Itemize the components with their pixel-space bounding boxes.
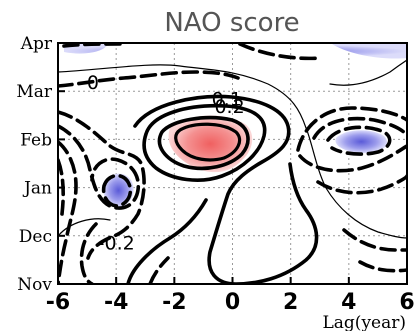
negative-contour-right-bottom	[342, 228, 407, 252]
chart-title: NAO score	[164, 8, 299, 38]
negative-contour-right-low	[298, 144, 407, 173]
x-axis: -6 -4 -2 0 2 4 6	[46, 277, 415, 315]
y-tick-label: Dec	[19, 227, 52, 247]
x-tick-label: -2	[162, 290, 186, 315]
negative-contour-top-right	[238, 43, 322, 61]
negative-contour-right-mid	[312, 116, 407, 140]
negative-contour-left-low	[79, 222, 98, 284]
x-tick-label: 4	[341, 290, 356, 315]
negative-contour-left-inner	[58, 140, 78, 284]
contour-label: -0.2	[98, 232, 135, 254]
negative-anomaly-region-feb	[335, 130, 388, 154]
y-tick-label: Mar	[16, 82, 53, 102]
negative-contour-right-lower	[316, 174, 407, 195]
x-tick-label: 2	[283, 290, 298, 315]
zero-contour-upper	[58, 64, 407, 239]
positive-contour-0.4	[174, 122, 242, 162]
contour-label: 0.1	[212, 89, 242, 111]
contour-label: 0	[87, 72, 99, 94]
positive-contour-0.2	[142, 103, 267, 182]
x-tick-label: -4	[104, 290, 128, 315]
x-axis-label: Lag(year)	[323, 313, 407, 331]
negative-contour-left-inner2	[58, 158, 65, 216]
negative-contour-top-left	[62, 43, 122, 48]
zero-contour-left	[58, 218, 111, 237]
y-tick-label: Feb	[20, 130, 52, 150]
negative-contour-left-mid	[58, 124, 141, 210]
negative-contour-bottom	[148, 256, 170, 284]
negative-contour-right-inner	[326, 125, 392, 156]
positive-contour-0.3	[157, 115, 250, 171]
x-tick-label: -6	[46, 290, 70, 315]
negative-contour-right-outer	[296, 106, 407, 152]
y-axis: Nov Dec Jan Feb Mar Apr	[16, 34, 65, 295]
contour-labels: 0 0.10.2 -0.2	[87, 72, 245, 255]
negative-contour-jan-core	[101, 173, 133, 208]
x-tick-label: 0	[225, 290, 240, 315]
contour-lines	[58, 43, 407, 284]
y-tick-label: Apr	[20, 34, 53, 54]
x-tick-label: 6	[399, 290, 414, 315]
negative-contour-left-outer	[58, 110, 146, 260]
negative-contour-right-bottom2	[358, 260, 407, 273]
zero-contour-right	[329, 59, 407, 86]
y-tick-label: Jan	[22, 179, 52, 199]
y-tick-label: Nov	[17, 275, 52, 295]
contour-label: 0.2	[214, 96, 244, 118]
negative-contour-top	[58, 70, 240, 88]
positive-contour-0.1	[133, 94, 319, 284]
positive-contour-lower	[126, 198, 208, 284]
